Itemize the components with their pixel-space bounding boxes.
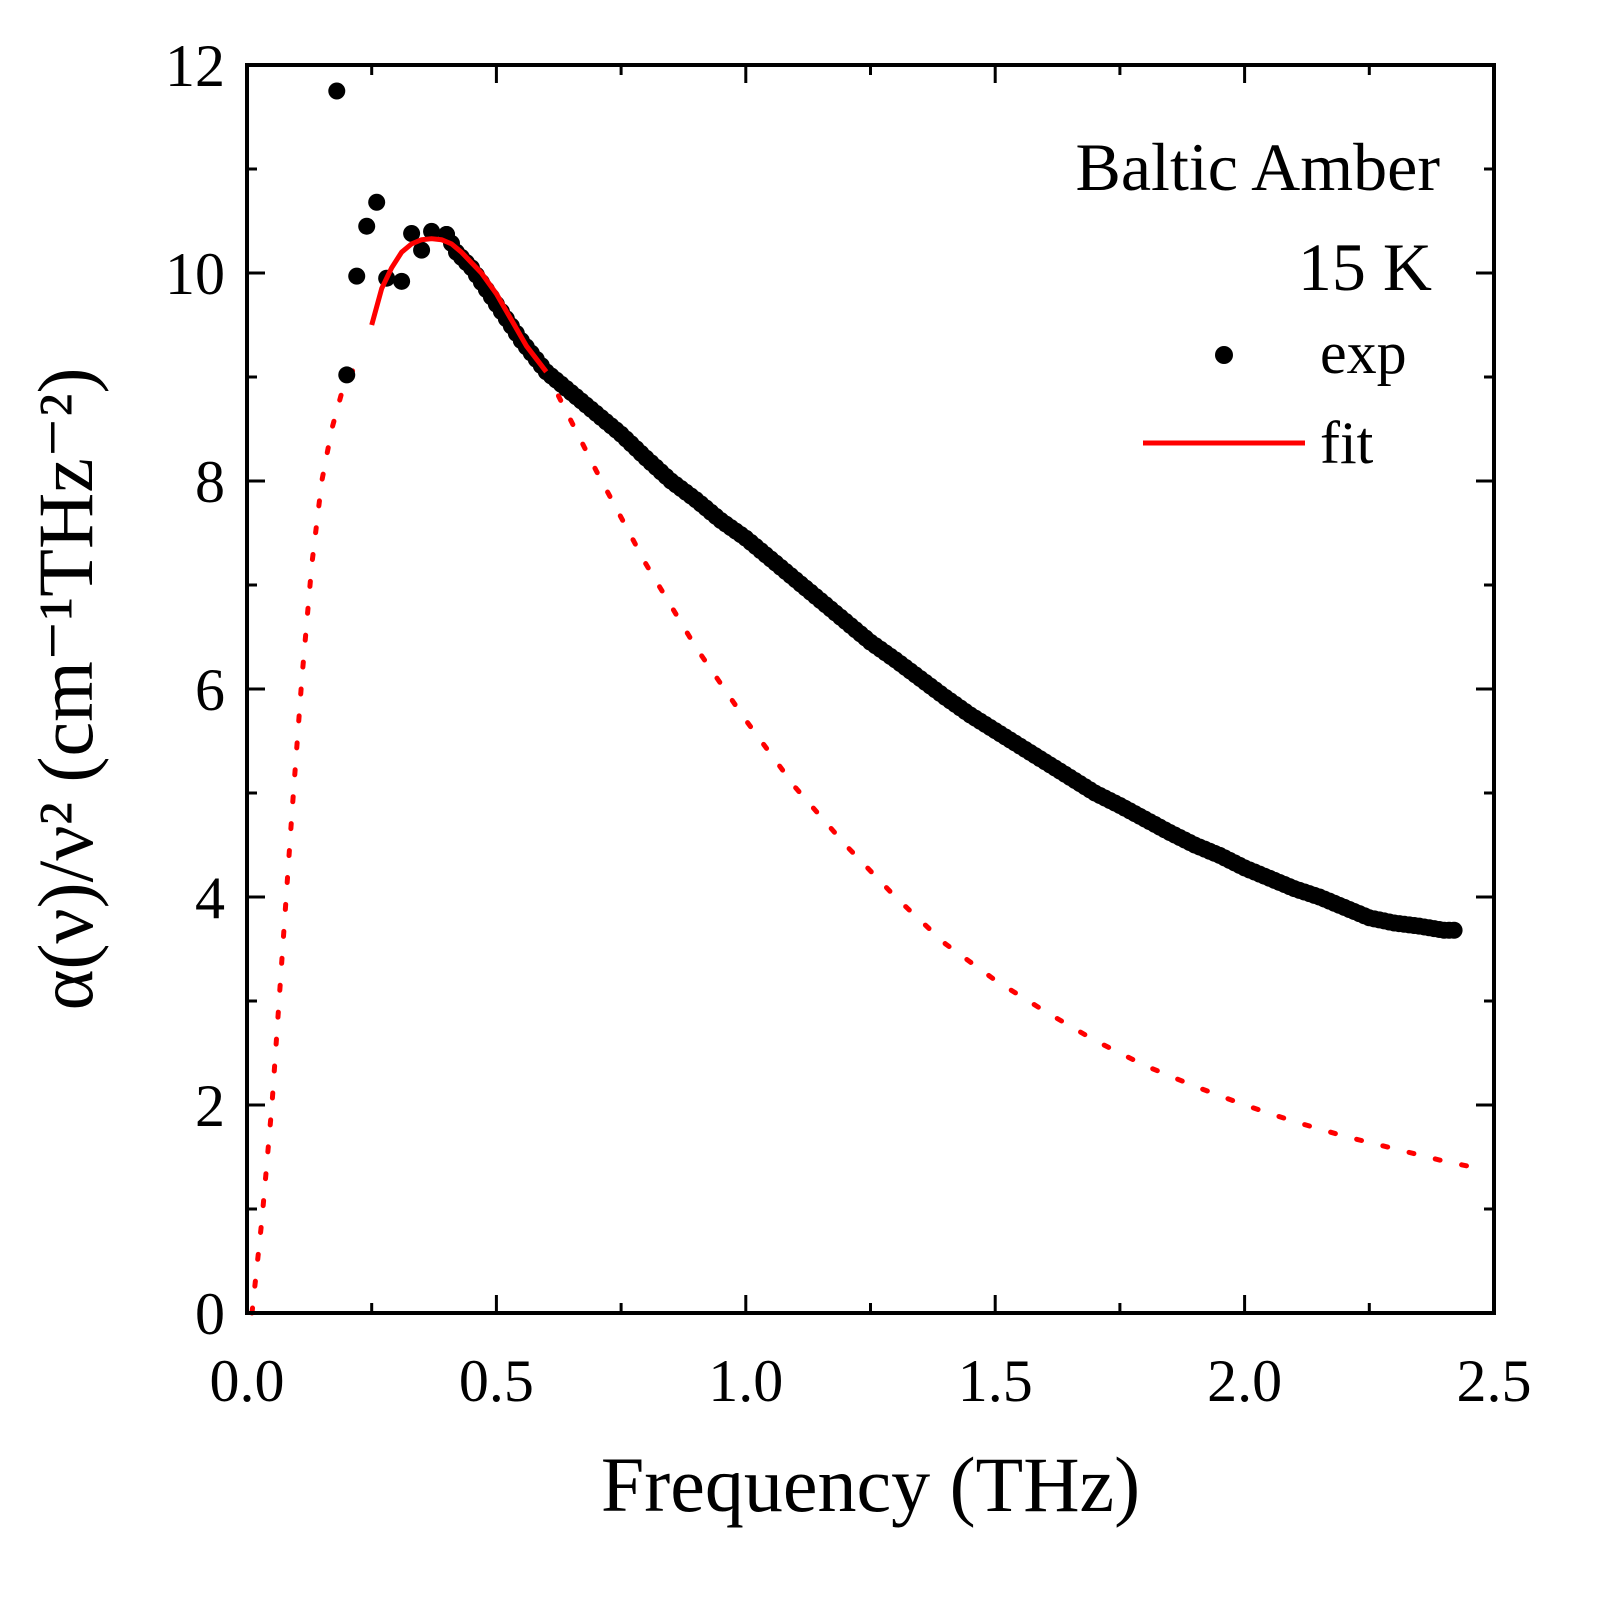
x-axis-ticks: 0.0 0.5 1.0 1.5 2.0 2.5 — [210, 65, 1532, 1414]
y-tick-label: 12 — [165, 33, 225, 99]
y-axis-ticks: 0 2 4 6 8 10 12 — [165, 33, 1494, 1347]
fit-extrapolation-dotted — [249, 358, 1477, 1316]
legend: exp fit — [1143, 320, 1407, 476]
exp-data-point — [393, 272, 411, 290]
exp-series — [328, 82, 1463, 939]
exp-data-point — [348, 267, 366, 285]
exp-data-point — [368, 193, 386, 211]
legend-marker-exp — [1215, 346, 1233, 364]
exp-data-point — [413, 241, 431, 259]
y-tick-label: 4 — [195, 865, 225, 931]
x-tick-label: 0.5 — [459, 1348, 534, 1414]
fit-line-path — [369, 236, 549, 374]
x-tick-label: 1.5 — [958, 1348, 1033, 1414]
y-tick-label: 8 — [195, 449, 225, 515]
legend-label-exp: exp — [1320, 320, 1407, 386]
dotted-fit-rising-segment — [249, 358, 365, 1316]
exp-data-point — [423, 222, 441, 240]
legend-label-fit: fit — [1320, 410, 1374, 476]
y-tick-label: 6 — [195, 657, 225, 723]
exp-data-point — [1445, 921, 1463, 939]
x-axis-title: Frequency (THz) — [601, 1441, 1140, 1528]
dotted-fit-decaying-segment — [543, 369, 1477, 1170]
x-tick-label: 0.0 — [210, 1348, 285, 1414]
x-tick-label: 1.0 — [708, 1348, 783, 1414]
y-tick-label: 0 — [195, 1281, 225, 1347]
y-tick-label: 2 — [195, 1073, 225, 1139]
exp-data-point — [338, 366, 356, 384]
y-tick-label: 10 — [165, 241, 225, 307]
x-tick-label: 2.5 — [1457, 1348, 1532, 1414]
annotation-temperature: 15 K — [1298, 229, 1432, 305]
exp-data-point — [403, 224, 421, 242]
exp-data-point — [358, 217, 376, 235]
x-tick-label: 2.0 — [1207, 1348, 1282, 1414]
annotation-sample: Baltic Amber — [1076, 129, 1441, 205]
exp-data-point — [328, 82, 346, 100]
fit-series — [369, 236, 549, 374]
y-axis-title: α(ν)/ν² (cm⁻¹THz⁻²) — [22, 368, 109, 1011]
